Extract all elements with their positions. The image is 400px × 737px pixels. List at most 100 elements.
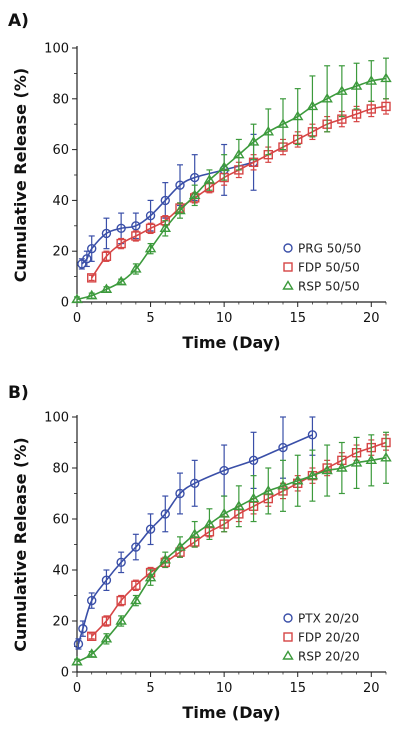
data-point (131, 580, 141, 590)
x-tick-label: 10 (216, 311, 233, 326)
data-point (85, 289, 98, 300)
data-point (175, 488, 185, 499)
data-point (219, 465, 229, 476)
data-point (116, 595, 126, 606)
data-point (233, 500, 245, 510)
y-tick-label: 100 (44, 411, 69, 426)
data-point (351, 109, 362, 119)
x-axis-title: Time (Day) (182, 703, 280, 722)
data-point (262, 485, 275, 495)
series-circle (77, 133, 259, 270)
y-tick-label: 0 (61, 296, 69, 311)
data-point (380, 72, 392, 83)
data-point (380, 451, 392, 462)
data-point (366, 104, 376, 114)
chart-panel-a: A) 0 20 40 60 80 100 0 5 10 15 20 Time (Day) Cumulati… (8, 11, 392, 352)
data-point (321, 92, 333, 103)
data-point (131, 221, 141, 231)
data-point (145, 210, 156, 221)
data-point (262, 125, 275, 136)
data-point (306, 100, 319, 111)
legend-marker (283, 613, 293, 623)
series-line (76, 457, 387, 663)
series-line (81, 161, 254, 265)
data-point (144, 242, 157, 253)
series-triangle (71, 431, 392, 666)
x-tick-label: 0 (73, 681, 81, 696)
x-tick-label: 20 (363, 681, 380, 696)
data-point (291, 474, 304, 485)
x-tick-label: 0 (73, 311, 81, 326)
series-circle (73, 416, 318, 650)
data-point (321, 464, 333, 475)
data-point (277, 118, 289, 128)
legend-label: PRG 50/50 (298, 242, 361, 256)
data-point (218, 508, 230, 518)
x-tick-label: 15 (289, 311, 306, 326)
data-point (87, 273, 97, 283)
data-point (291, 110, 304, 121)
data-point (101, 251, 112, 261)
data-point (365, 454, 378, 465)
data-point (130, 263, 142, 273)
legend-label: PTX 20/20 (298, 612, 359, 626)
data-point (101, 575, 112, 585)
data-point (306, 469, 319, 480)
panel-label: B) (8, 383, 29, 403)
panel-label: A) (8, 11, 29, 31)
chart-panel-b: B) 0 20 40 60 80 100 0 5 10 15 20 Time (Day) Cumulati… (8, 383, 392, 722)
data-point (144, 571, 157, 582)
data-point (159, 222, 172, 233)
data-point (116, 557, 126, 568)
series-line (76, 77, 387, 301)
y-tick-label: 20 (52, 615, 69, 630)
data-point (188, 528, 201, 538)
data-point (188, 189, 201, 200)
data-point (381, 101, 391, 112)
data-point (350, 457, 363, 467)
data-point (115, 275, 127, 286)
data-point (218, 161, 230, 172)
legend-label: RSP 50/50 (298, 280, 360, 294)
data-point (159, 553, 172, 564)
data-point (336, 85, 348, 95)
data-point (115, 615, 127, 625)
data-point (82, 254, 92, 264)
data-point (174, 541, 186, 551)
data-point (73, 639, 84, 649)
legend-label: RSP 20/20 (298, 650, 360, 664)
x-tick-label: 5 (146, 681, 154, 696)
data-point (233, 148, 245, 159)
data-point (116, 238, 126, 249)
legend-label: FDP 50/50 (298, 261, 360, 275)
data-point (130, 594, 142, 605)
data-point (85, 648, 98, 658)
data-point (174, 204, 186, 215)
y-tick-label: 60 (52, 513, 69, 528)
legend-marker (283, 632, 293, 642)
data-point (78, 623, 88, 634)
data-point (71, 293, 83, 304)
y-tick-label: 40 (52, 194, 69, 209)
legend-label: FDP 20/20 (298, 631, 360, 645)
x-tick-label: 20 (363, 311, 380, 326)
data-point (203, 174, 216, 184)
data-point (307, 430, 318, 440)
y-tick-label: 40 (52, 564, 69, 579)
data-point (87, 631, 97, 641)
legend-marker (282, 650, 294, 660)
legend-marker (283, 243, 293, 253)
data-point (145, 223, 156, 234)
data-point (160, 195, 170, 206)
data-point (278, 442, 288, 453)
data-point (247, 136, 260, 146)
x-tick-label: 15 (289, 681, 306, 696)
x-tick-label: 5 (146, 311, 154, 326)
series-line (77, 434, 313, 645)
data-point (190, 478, 200, 488)
y-tick-label: 60 (52, 143, 69, 158)
x-tick-label: 10 (216, 681, 233, 696)
data-point (203, 518, 216, 528)
data-point (160, 509, 170, 519)
